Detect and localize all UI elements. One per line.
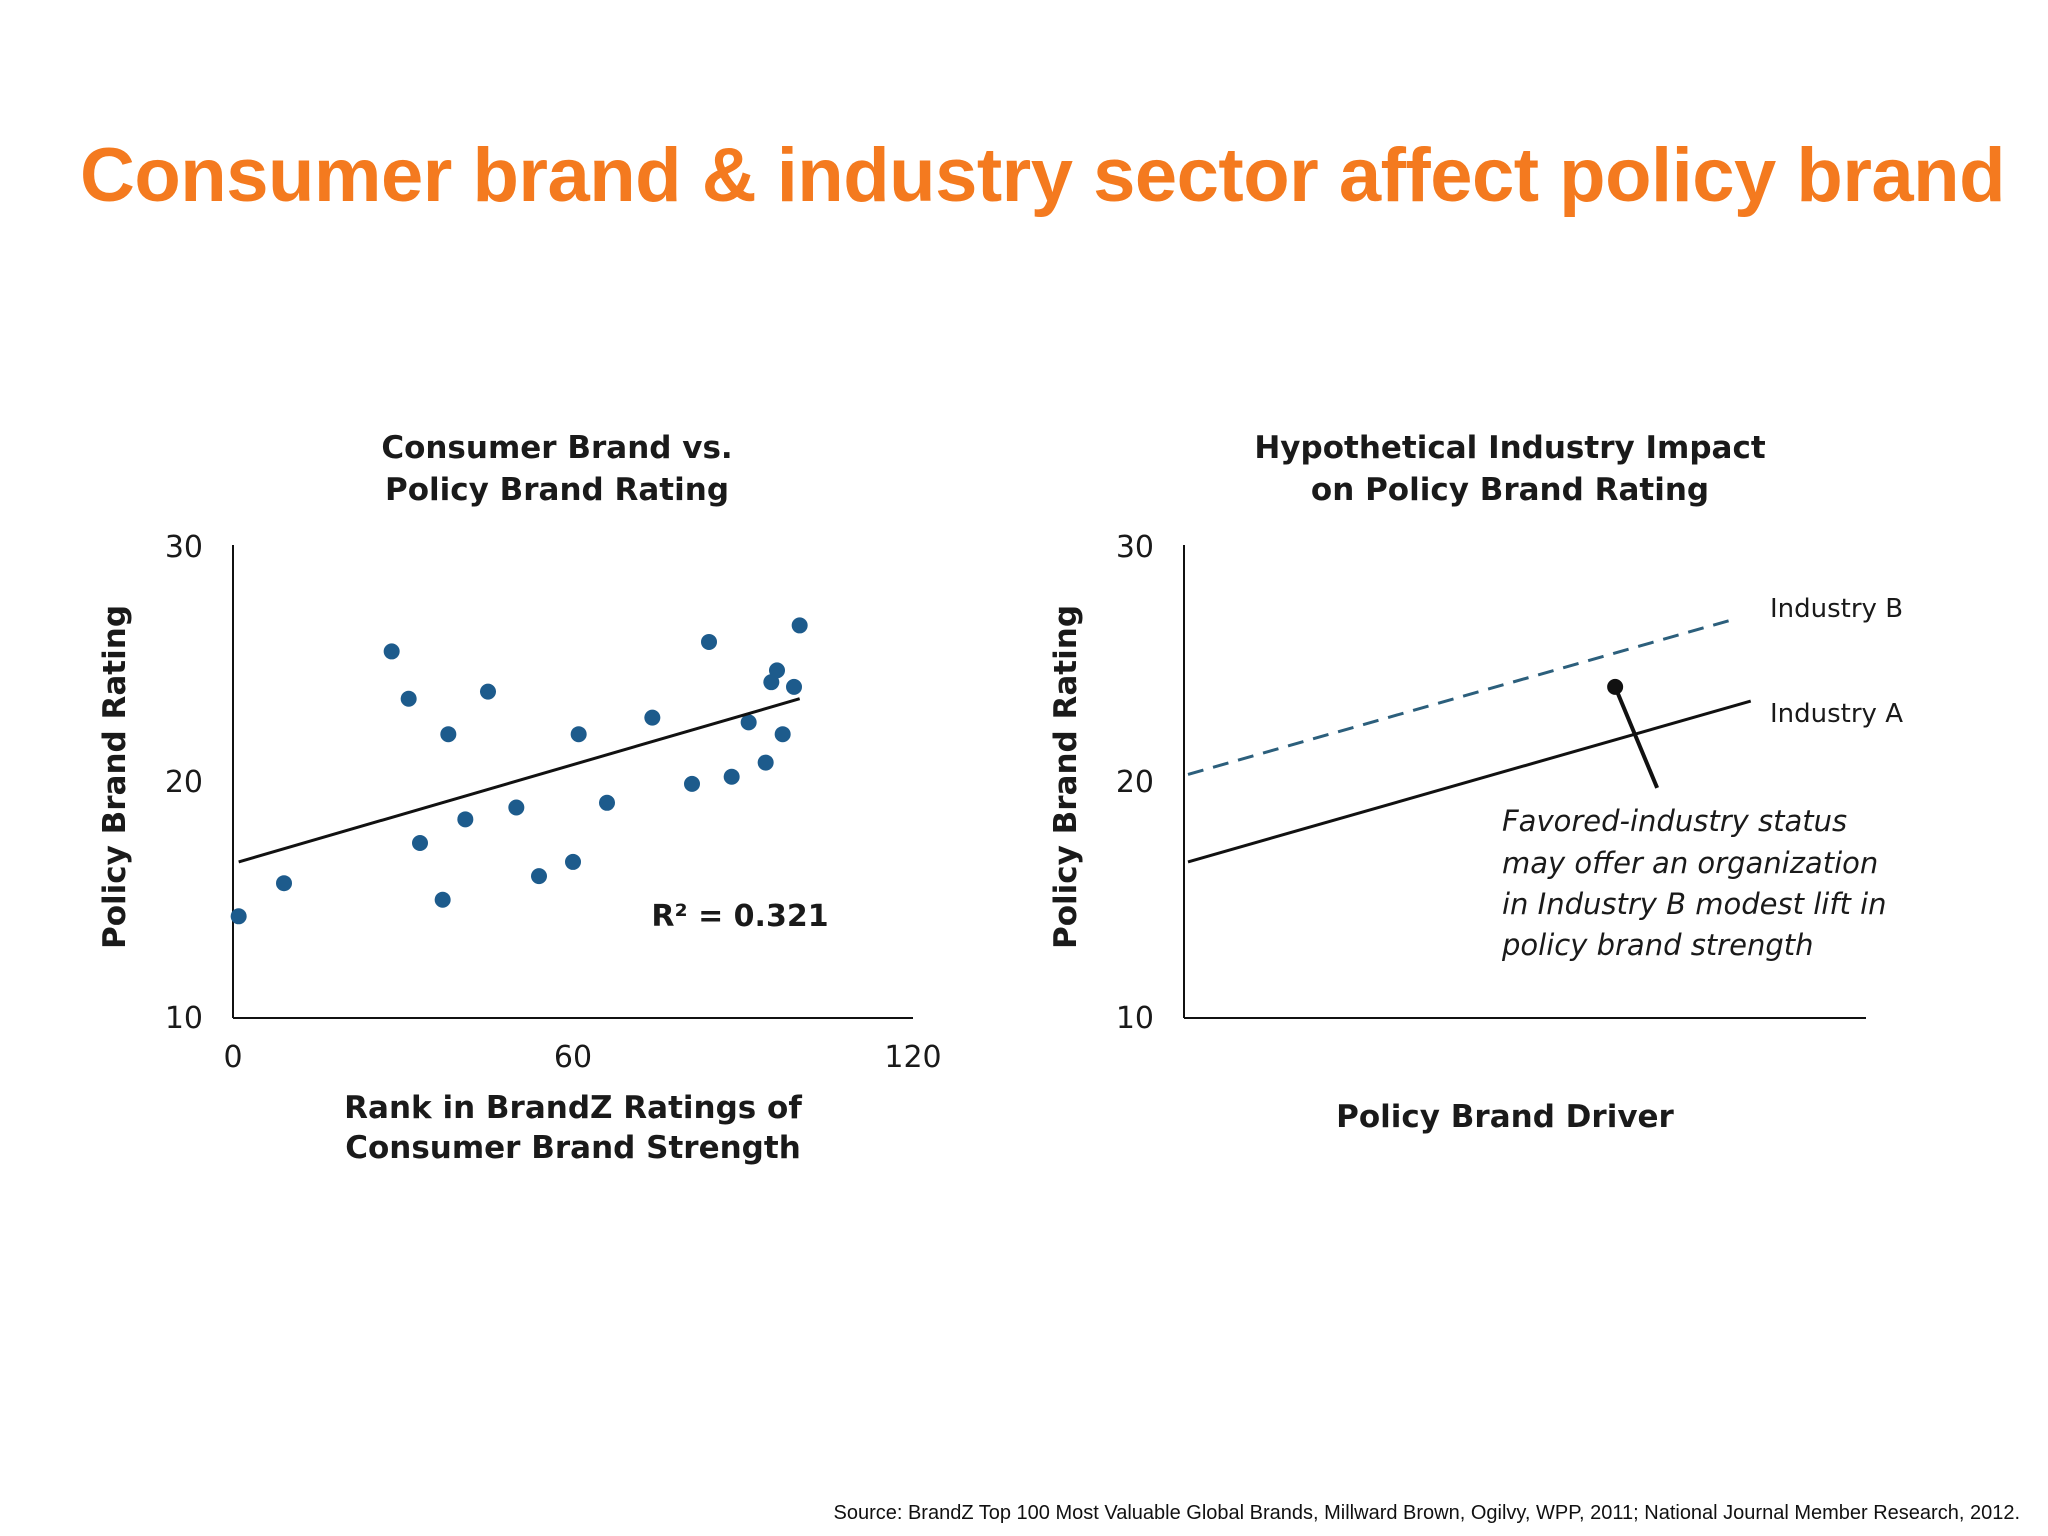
scatter-xtick-120: 120 [884,1040,941,1075]
industry-a-line [1187,699,1752,864]
scatter-point-14 [599,794,615,811]
annotation-line-1: Favored-industry status [1502,804,1847,838]
annotation-line-3: in Industry B modest lift in [1502,887,1887,921]
industry-ylabel: Policy Brand Rating [1048,605,1084,949]
scatter-point-19 [740,714,757,731]
annotation-pointer [1613,686,1659,789]
scatter-xtick-60: 60 [554,1040,592,1075]
slide-title: Consumer brand & industry sector affect … [80,133,2006,218]
industry-ytick-20: 20 [1116,765,1154,800]
industry-chart-title-line2: on Policy Brand Rating [1311,472,1709,508]
source-footnote: Source: BrandZ Top 100 Most Valuable Glo… [833,1502,2020,1524]
scatter-point-15 [644,709,661,726]
scatter-point-4 [400,690,417,707]
scatter-point-24 [786,678,802,695]
industry-a-label: Industry A [1770,699,1903,729]
scatter-point-22 [769,662,785,679]
scatter-points [230,617,808,925]
scatter-xlabel-line1: Rank in BrandZ Ratings of [344,1090,802,1126]
scatter-ytick-20: 20 [165,765,203,800]
scatter-point-5 [412,834,428,851]
scatter-point-9 [480,683,496,700]
scatter-point-1 [230,908,247,925]
industry-b-label: Industry B [1770,594,1903,624]
industry-ytick-30: 30 [1116,530,1154,565]
scatter-trendline [238,697,801,864]
industry-chart-title-line1: Hypothetical Industry Impact [1254,430,1765,466]
scatter-point-12 [565,853,581,870]
scatter-point-13 [570,726,587,743]
scatter-point-25 [791,617,808,634]
scatter-point-21 [763,674,780,691]
scatter-chart-title-line1: Consumer Brand vs. [381,430,732,466]
scatter-ytick-10: 10 [165,1001,203,1036]
annotation-line-2: may offer an organization [1502,846,1878,880]
industry-xlabel: Policy Brand Driver [1336,1099,1674,1135]
scatter-point-11 [531,868,547,885]
r-squared-label: R² = 0.321 [651,899,828,934]
scatter-point-6 [434,891,451,908]
scatter-chart-title-line2: Policy Brand Rating [385,472,729,508]
industry-b-line [1187,616,1738,776]
scatter-point-10 [508,799,525,816]
scatter-xlabel-line2: Consumer Brand Strength [345,1130,801,1166]
scatter-xtick-0: 0 [223,1040,242,1075]
scatter-point-20 [757,754,774,771]
scatter-point-2 [276,875,292,892]
annotation-point [1607,678,1624,695]
industry-impact-chart: Hypothetical Industry Impact on Policy B… [1048,430,1903,1135]
scatter-chart: Consumer Brand vs. Policy Brand Rating 3… [97,430,942,1166]
scatter-ytick-30: 30 [165,530,203,565]
industry-ytick-10: 10 [1116,1001,1154,1036]
scatter-point-3 [383,643,400,660]
annotation-line-4: policy brand strength [1501,928,1813,962]
scatter-point-16 [684,775,700,792]
scatter-point-8 [457,811,474,828]
scatter-point-17 [701,633,717,650]
scatter-ylabel: Policy Brand Rating [97,605,133,949]
scatter-point-23 [774,726,791,743]
scatter-point-18 [723,768,740,785]
scatter-point-7 [440,726,457,743]
